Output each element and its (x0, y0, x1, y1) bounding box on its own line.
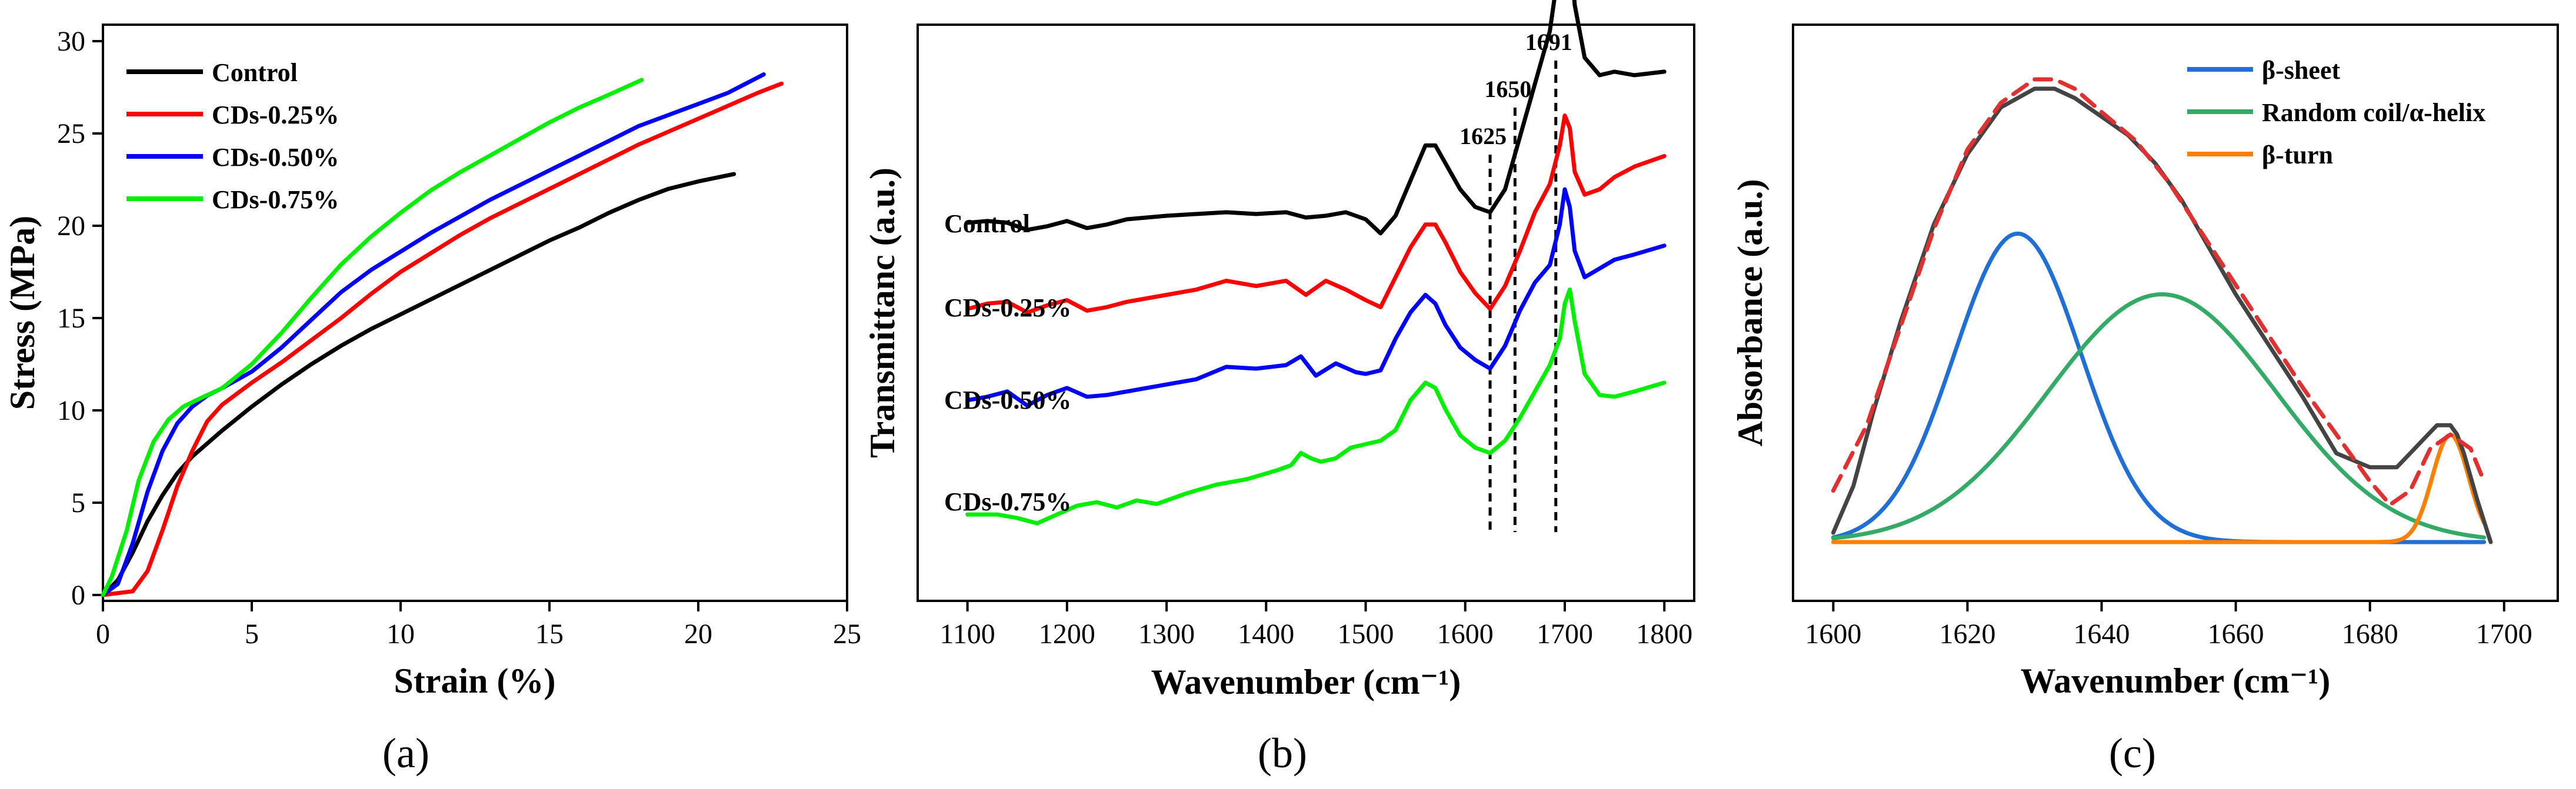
panel-b-ref-label-1625: 1625 (1459, 123, 1507, 149)
panel-c-x-ticks: 1600 1620 1640 1660 1680 1700 (1805, 601, 2532, 650)
panel-b-curve-cds-0-25 (965, 113, 1667, 315)
panel-a-x-tick-label-20: 20 (684, 619, 712, 650)
panel-a-curve-cds-0-50 (101, 72, 766, 597)
panel-c-x-tick-label-1680: 1680 (2342, 619, 2398, 650)
panel-c-x-tick-label-1640: 1640 (2074, 619, 2130, 650)
panel-a-curves (101, 72, 784, 597)
panel-c-curve-sheet (1831, 231, 2487, 544)
panel-a-curve-cds-0-75 (101, 78, 644, 597)
panel-b-series-label-cds-0-75: CDs-0.75% (944, 487, 1071, 516)
panel-c-deconvolution: 1600 1620 1640 1660 1680 1700 β-sheet Random c… (1731, 24, 2559, 777)
panel-c-x-label: Wavenumber (cm⁻¹) (2021, 661, 2331, 700)
panel-c-legend: β-sheet Random coil/α-helix β-turn (2187, 56, 2485, 169)
panel-b-curves (965, 0, 1667, 526)
panel-a-x-tick-label-5: 5 (245, 619, 259, 650)
panel-b-series-label-cds-0-50: CDs-0.50% (944, 386, 1071, 414)
panel-b-x-tick-label-1500: 1500 (1338, 619, 1394, 650)
panel-a-x-tick-label-10: 10 (386, 619, 415, 650)
panel-c-plot-frame (1792, 24, 2559, 602)
panel-a-legend-label-control: Control (212, 58, 298, 87)
panel-c-label: (c) (2109, 730, 2156, 777)
panel-a-x-label: Strain (%) (394, 661, 556, 700)
panel-a-y-tick-label-20: 20 (57, 210, 85, 242)
panel-b-x-label: Wavenumber (cm⁻¹) (1151, 663, 1461, 701)
panel-b-y-label: Transmittanc (a.u.) (863, 168, 902, 458)
panel-b-series-label-cds-0-25: CDs-0.25% (944, 293, 1071, 322)
panel-b-series-labels: Control CDs-0.25% CDs-0.50% CDs-0.75% (944, 209, 1071, 516)
panel-b-label: (b) (1258, 730, 1307, 777)
panel-c-legend-label-turn: β-turn (2262, 141, 2333, 169)
panel-b-plot-frame (917, 24, 1695, 602)
panel-b-x-tick-label-1600: 1600 (1437, 619, 1494, 650)
panel-c-legend-label-random-coil-helix: Random coil/α-helix (2262, 98, 2485, 127)
panel-c-curves (1831, 77, 2493, 544)
panel-a-x-tick-label-25: 25 (833, 619, 861, 650)
panel-b-x-tick-label-1100: 1100 (940, 619, 995, 650)
panel-a-y-tick-label-5: 5 (71, 487, 85, 519)
panel-a-label: (a) (382, 730, 429, 777)
panel-b-x-tick-label-1400: 1400 (1238, 619, 1294, 650)
panel-a-y-tick-label-25: 25 (57, 118, 85, 149)
panel-a-legend-label-cds-0-75: CDs-0.75% (212, 185, 339, 214)
panel-a-stress-strain: 0 5 10 15 20 25 0 5 10 15 20 25 30 Strain (%) Stres… (3, 24, 861, 777)
panel-a-x-tick-label-15: 15 (535, 619, 564, 650)
panel-a-y-ticks: 0 5 10 15 20 25 30 (57, 26, 103, 611)
panel-a-y-tick-label-0: 0 (71, 580, 85, 611)
panel-a-legend-label-cds-0-50: CDs-0.50% (212, 143, 339, 172)
panel-a-y-label: Stress (MPa) (3, 216, 42, 410)
panel-c-curve-random-coil-helix (1831, 292, 2487, 540)
panel-c-legend-label-sheet: β-sheet (2262, 56, 2340, 85)
panel-b-x-tick-label-1200: 1200 (1039, 619, 1095, 650)
panel-a-plot-frame (102, 24, 848, 602)
panel-c-curve-original-spectrum (1831, 86, 2493, 544)
panel-a-legend: Control CDs-0.25% CDs-0.50% CDs-0.75% (126, 58, 339, 214)
panel-a-y-tick-label-10: 10 (57, 395, 85, 426)
panel-c-curve-turn (1831, 432, 2487, 544)
panel-a-curve-cds-0-25 (101, 81, 784, 597)
panel-a-y-tick-label-15: 15 (57, 303, 85, 334)
panel-a-curve-control (101, 172, 737, 597)
panel-b-x-tick-label-1700: 1700 (1537, 619, 1593, 650)
panel-c-x-tick-label-1620: 1620 (1939, 619, 1995, 650)
panel-c-x-tick-label-1600: 1600 (1805, 619, 1861, 650)
panel-b-x-tick-label-1300: 1300 (1138, 619, 1195, 650)
panel-b-ref-label-1650: 1650 (1484, 76, 1531, 102)
panel-c-y-label: Absorbance (a.u.) (1731, 179, 1769, 446)
panel-b-ftir: 1100 1200 1300 1400 1500 1600 1700 1800 1625 165… (863, 0, 1695, 777)
panel-c-x-tick-label-1700: 1700 (2476, 619, 2532, 650)
panel-b-series-label-control: Control (944, 209, 1030, 238)
panel-c-curve-fitted-curve (1831, 77, 2487, 507)
panel-b-x-ticks: 1100 1200 1300 1400 1500 1600 1700 1800 (940, 601, 1692, 650)
panel-a-x-ticks: 0 5 10 15 20 25 (96, 601, 861, 650)
panel-a-x-tick-label-0: 0 (96, 619, 110, 650)
panel-b-curve-cds-0-50 (965, 187, 1667, 408)
panel-b-curve-control (965, 0, 1667, 236)
panel-b-curve-cds-0-75 (965, 287, 1667, 526)
panel-b-x-tick-label-1800: 1800 (1636, 619, 1692, 650)
panel-a-y-tick-label-30: 30 (57, 26, 85, 57)
panel-c-x-tick-label-1660: 1660 (2208, 619, 2264, 650)
panel-a-legend-label-cds-0-25: CDs-0.25% (212, 101, 339, 129)
